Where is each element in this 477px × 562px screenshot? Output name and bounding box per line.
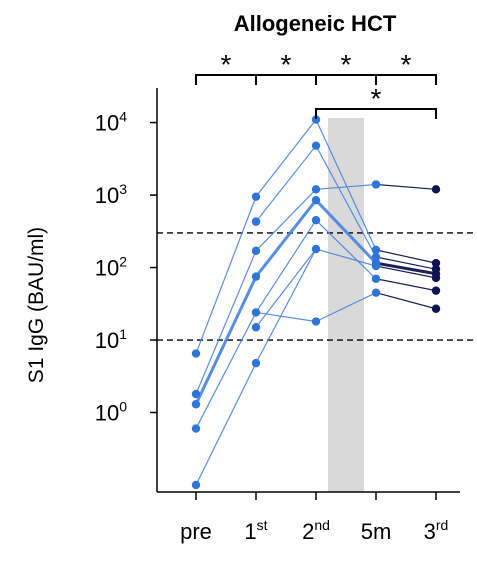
series-line — [255, 248, 317, 328]
significance-star: * — [371, 83, 382, 114]
data-point — [431, 185, 441, 194]
shaded-interval — [328, 118, 364, 492]
y-tick-label: 104 — [95, 109, 127, 136]
y-tick-label: 102 — [95, 254, 127, 281]
series-line — [375, 292, 437, 310]
series-line — [254, 198, 318, 279]
data-point — [311, 141, 321, 150]
data-point — [251, 323, 261, 332]
series-line — [375, 183, 437, 190]
series-line — [315, 145, 377, 258]
y-tick-labels: 100 101 102 103 104 — [95, 109, 157, 425]
data-point — [371, 252, 381, 262]
series-line — [195, 311, 257, 430]
series-line — [195, 362, 257, 486]
series-line — [314, 198, 378, 265]
data-point — [431, 304, 441, 313]
data-point — [251, 217, 261, 226]
y-tick-label: 101 — [95, 326, 127, 353]
data-point — [191, 424, 201, 433]
x-tick-label: 3rd — [424, 517, 449, 544]
data-point — [251, 308, 261, 317]
shaded-band — [328, 118, 364, 492]
significance-star: * — [221, 49, 232, 80]
series-line — [375, 278, 437, 292]
data-point — [431, 286, 441, 295]
data-point — [311, 215, 321, 225]
series-line — [375, 249, 437, 264]
data-point — [431, 258, 441, 268]
data-point — [251, 192, 261, 201]
series-line — [375, 265, 437, 279]
series-line — [374, 261, 438, 276]
x-tick-label: 5m — [361, 519, 392, 544]
data-point — [311, 244, 321, 254]
data-point — [311, 115, 321, 124]
series-line — [255, 188, 317, 252]
x-tick-label: 2nd — [302, 517, 330, 544]
series-line — [315, 219, 377, 280]
significance-bracket — [315, 108, 437, 119]
y-tick-label: 100 — [95, 398, 127, 425]
data-point — [431, 273, 441, 283]
data-point — [371, 274, 381, 283]
significance-star: * — [401, 49, 412, 80]
series-line — [255, 248, 317, 364]
series-line — [194, 275, 258, 406]
y-tick-label: 103 — [95, 181, 127, 208]
y-axis-label: S1 IgG (BAU/ml) — [25, 227, 48, 383]
data-point — [251, 272, 261, 281]
data-point — [251, 358, 261, 368]
series-line — [195, 196, 257, 355]
data-point — [371, 180, 381, 189]
series-line — [255, 118, 317, 198]
data-point — [191, 389, 201, 399]
data-point — [311, 195, 321, 205]
significance-star: * — [281, 49, 292, 80]
series-line — [375, 256, 437, 270]
data-point — [191, 349, 201, 358]
data-point — [371, 288, 381, 297]
series-line — [315, 118, 377, 251]
data-point — [191, 480, 201, 490]
data-point — [311, 185, 321, 194]
data-point — [311, 317, 321, 326]
significance-star: * — [341, 49, 352, 80]
data-points — [191, 115, 441, 490]
reference-lines — [157, 232, 476, 341]
data-point — [251, 246, 261, 256]
axes — [156, 88, 460, 493]
series-line — [255, 311, 317, 323]
x-tick-labels: pre 1st 2nd 5m 3rd — [180, 492, 448, 544]
data-point — [191, 400, 201, 409]
series-line — [315, 248, 377, 267]
series-line — [195, 250, 257, 395]
x-tick-label: pre — [180, 519, 212, 544]
series-lines — [194, 118, 438, 486]
series-line — [315, 292, 377, 323]
data-point — [371, 261, 381, 271]
series-line — [255, 219, 317, 314]
chart-title: Allogeneic HCT — [234, 11, 397, 36]
series-line — [315, 183, 377, 190]
significance-bracket — [375, 74, 437, 85]
data-point — [371, 245, 381, 255]
significance-brackets: * * * * * — [195, 49, 437, 119]
x-tick-label: 1st — [244, 517, 267, 544]
series-line — [255, 145, 317, 223]
